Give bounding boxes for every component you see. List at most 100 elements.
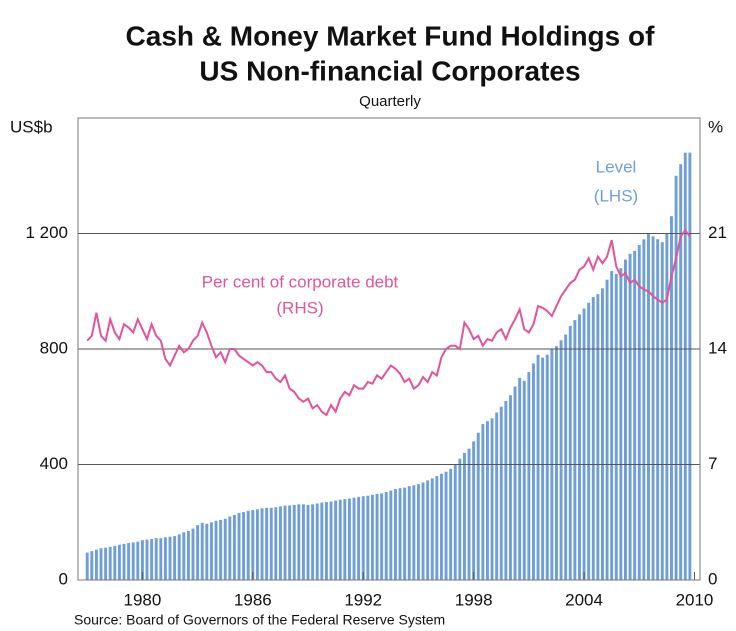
bar <box>679 164 683 580</box>
bar <box>623 259 627 580</box>
bar <box>104 547 108 580</box>
bar <box>628 253 632 580</box>
bar <box>577 314 581 580</box>
bar <box>453 464 457 580</box>
bar <box>297 504 301 580</box>
bar <box>531 363 535 580</box>
bar <box>619 268 623 580</box>
bar <box>301 504 305 580</box>
source: Source: Board of Governors of the Federa… <box>74 612 445 628</box>
bar <box>251 510 255 580</box>
bar <box>232 515 236 580</box>
bar <box>265 507 269 580</box>
bar <box>163 537 167 580</box>
bar <box>485 421 489 580</box>
bar <box>508 395 512 580</box>
bar <box>545 354 549 580</box>
bar <box>357 496 361 580</box>
bar <box>421 482 425 580</box>
x-tick-label: 1986 <box>234 590 272 609</box>
bar <box>573 320 577 580</box>
x-tick-label: 2010 <box>676 590 714 609</box>
bar <box>136 541 140 580</box>
bar <box>412 485 416 580</box>
bar <box>462 452 466 580</box>
bar <box>674 175 678 580</box>
bar <box>407 486 411 580</box>
bar <box>288 505 292 580</box>
bar <box>127 543 131 580</box>
bar <box>587 302 591 580</box>
bar <box>246 510 250 580</box>
bar <box>191 528 195 580</box>
bar <box>647 233 650 580</box>
bar <box>274 507 278 580</box>
bar <box>85 552 89 580</box>
annotation: Per cent of corporate debt <box>202 272 399 291</box>
bar <box>665 233 669 580</box>
bar <box>564 334 568 580</box>
bar <box>237 513 241 580</box>
bar <box>449 468 453 580</box>
y-tick-label: 0 <box>59 569 68 588</box>
bar <box>499 406 503 580</box>
bar <box>384 491 388 580</box>
bar <box>481 424 485 580</box>
bar <box>223 518 227 580</box>
bar <box>159 538 163 580</box>
bar <box>90 551 94 580</box>
bar <box>670 216 673 581</box>
bar <box>182 532 186 580</box>
bar <box>283 505 287 580</box>
bar <box>600 288 604 580</box>
bar <box>439 473 443 580</box>
bar <box>228 516 232 580</box>
bar <box>209 522 213 580</box>
bar <box>536 354 540 580</box>
bar <box>131 542 135 580</box>
bar <box>94 549 98 580</box>
y2-tick-label: 14 <box>708 338 727 357</box>
bar <box>338 499 342 580</box>
bar <box>683 152 687 580</box>
bar <box>306 504 310 580</box>
x-tick-label: 1998 <box>455 590 493 609</box>
bar <box>651 236 655 580</box>
bar <box>527 372 531 580</box>
bar <box>177 534 181 580</box>
bar <box>334 500 338 580</box>
bar <box>398 488 402 580</box>
bar <box>255 509 259 580</box>
bar <box>269 507 273 580</box>
bar <box>200 522 204 580</box>
annotation: (RHS) <box>276 298 323 317</box>
y-axis-label: US$b <box>10 117 53 136</box>
bar <box>145 539 149 580</box>
bar <box>214 520 218 580</box>
y-tick-label: 1 200 <box>25 223 68 242</box>
bar <box>154 538 158 580</box>
bar <box>113 545 117 580</box>
y2-tick-label: 7 <box>708 454 717 473</box>
bar <box>311 504 315 580</box>
bar <box>559 340 563 580</box>
bar <box>242 512 246 580</box>
bar <box>403 487 407 580</box>
y2-tick-label: 21 <box>708 223 727 242</box>
bar <box>389 490 393 580</box>
y-tick-label: 400 <box>40 454 68 473</box>
bar <box>430 478 434 580</box>
bar <box>393 489 397 580</box>
bar <box>688 152 692 580</box>
bar <box>642 239 646 580</box>
bar <box>444 471 448 580</box>
bar <box>435 476 439 580</box>
bar <box>260 508 264 580</box>
bar <box>361 496 365 580</box>
chart-title: Cash & Money Market Fund Holdings of <box>126 20 656 51</box>
bar <box>315 503 319 580</box>
bar <box>504 400 508 580</box>
bar <box>278 506 282 580</box>
bar <box>495 412 499 580</box>
